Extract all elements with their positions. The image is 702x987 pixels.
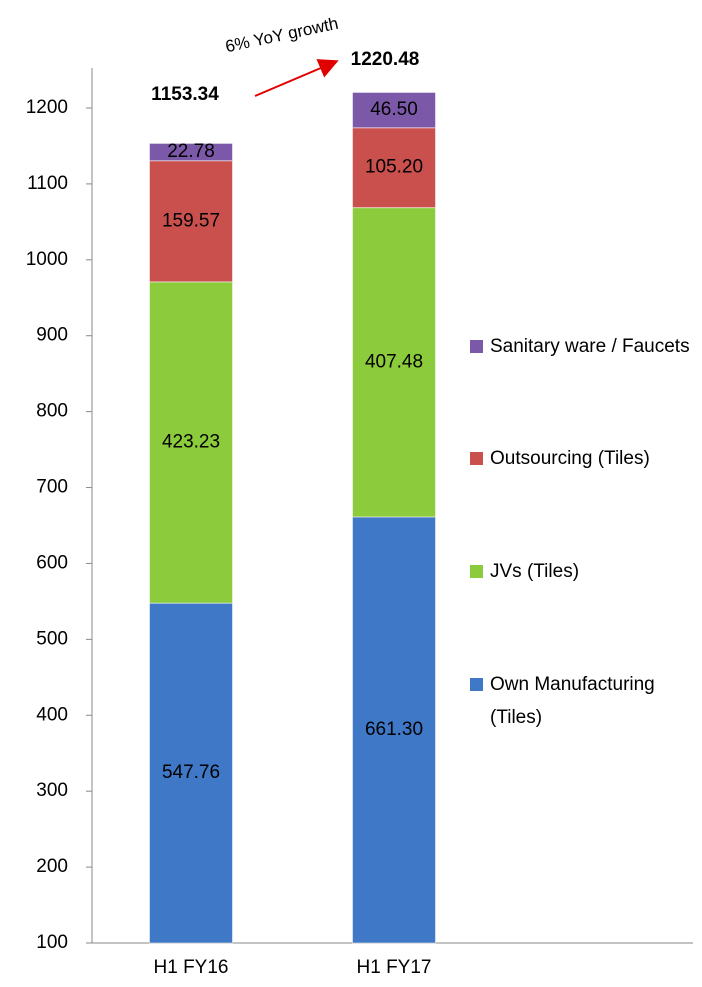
y-tick-label: 400 bbox=[36, 704, 68, 725]
bar-segment bbox=[149, 602, 233, 944]
legend-label: Own Manufacturing (Tiles) bbox=[490, 674, 655, 728]
y-tick-label: 900 bbox=[36, 325, 68, 346]
legend-marker bbox=[470, 452, 483, 465]
data-label: 105.20 bbox=[365, 157, 423, 178]
x-tick-label: H1 FY16 bbox=[154, 957, 229, 978]
data-label: 661.30 bbox=[365, 719, 423, 740]
y-tick-label: 100 bbox=[36, 932, 68, 953]
bar-segment bbox=[149, 142, 233, 162]
y-tick-label: 200 bbox=[36, 856, 68, 877]
bar-segment bbox=[352, 91, 436, 129]
x-tick-label: H1 FY17 bbox=[357, 957, 432, 978]
y-tick-label: 1000 bbox=[26, 249, 68, 270]
y-tick-label: 500 bbox=[36, 628, 68, 649]
total-label: 1220.48 bbox=[351, 49, 420, 70]
bar-segment bbox=[149, 281, 233, 604]
y-tick-label: 1100 bbox=[27, 173, 68, 194]
annotation: 6% YoY growth bbox=[224, 14, 340, 56]
y-tick-label: 800 bbox=[36, 401, 68, 422]
total-label: 1153.34 bbox=[151, 84, 219, 105]
y-tick-label: 1200 bbox=[26, 97, 68, 118]
legend-marker bbox=[470, 340, 483, 353]
legend-marker bbox=[470, 678, 483, 691]
data-label: 159.57 bbox=[162, 210, 220, 231]
y-tick-label: 700 bbox=[36, 477, 68, 498]
bar-segment bbox=[149, 160, 233, 283]
legend-label: Sanitary ware / Faucets bbox=[490, 336, 690, 357]
data-label: 423.23 bbox=[162, 431, 220, 452]
data-label: 46.50 bbox=[370, 99, 418, 120]
data-label: 547.76 bbox=[162, 762, 220, 783]
legend-label: Outsourcing (Tiles) bbox=[490, 448, 650, 469]
bar-segment bbox=[352, 207, 436, 518]
data-label: 407.48 bbox=[365, 351, 423, 372]
bar-segment bbox=[352, 516, 436, 944]
bar-segment bbox=[352, 127, 436, 209]
data-label: 22.78 bbox=[167, 141, 215, 162]
y-tick-label: 300 bbox=[36, 780, 68, 801]
y-tick-label: 600 bbox=[36, 552, 68, 573]
legend-marker bbox=[470, 565, 483, 578]
legend-label: JVs (Tiles) bbox=[490, 561, 580, 582]
arrow bbox=[254, 59, 339, 97]
